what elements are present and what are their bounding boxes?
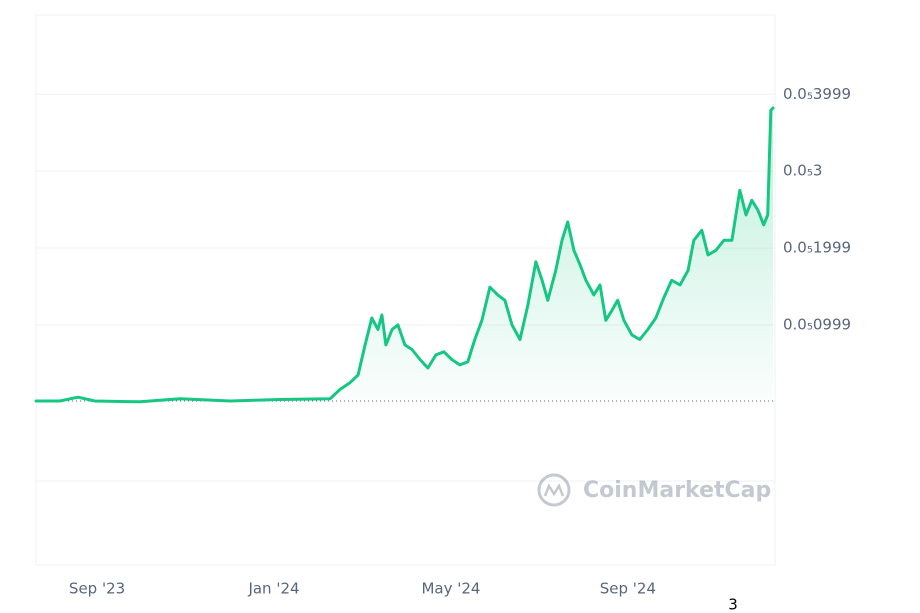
watermark-text: CoinMarketCap [583,478,771,503]
page-number: 3 [728,596,738,613]
y-tick-label: 0.0₅3 [783,162,822,180]
y-tick-label: 0.0₅1999 [783,239,851,257]
y-tick-label: 0.0₅3999 [783,85,851,103]
watermark: CoinMarketCap [537,473,771,507]
x-tick-label: Jan '24 [247,580,299,598]
plot-frame [35,14,776,566]
area [36,108,773,402]
price-line [34,106,775,404]
x-tick-label: May '24 [421,580,480,598]
x-tick-label: Sep '24 [600,580,656,598]
y-tick-label: 0.0₅0999 [783,315,851,333]
x-tick-label: Sep '23 [69,580,125,598]
